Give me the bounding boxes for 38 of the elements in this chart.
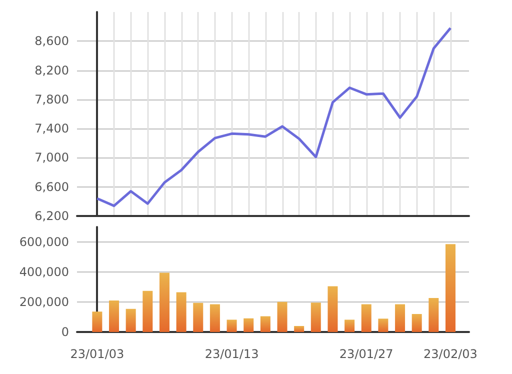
- bar: [378, 318, 388, 332]
- bar: [142, 290, 153, 332]
- x-tick-label: 23/02/03: [424, 347, 478, 361]
- bar: [445, 244, 456, 332]
- bar: [92, 312, 102, 332]
- bar: [277, 302, 288, 332]
- x-tick-label: 23/01/13: [204, 347, 259, 361]
- bar: [244, 318, 254, 332]
- y-tick-label: 6,200: [34, 209, 69, 223]
- x-tick-label: 23/01/03: [70, 347, 124, 361]
- bar: [395, 304, 406, 332]
- bar: [193, 302, 204, 332]
- y-tick-label: 7,400: [34, 122, 69, 136]
- y-tick-label: 6,600: [34, 180, 69, 194]
- bar: [109, 300, 120, 332]
- y-tick-label: 7,800: [34, 92, 69, 106]
- y-tick-label: 8,600: [34, 34, 69, 48]
- bar: [260, 316, 270, 332]
- bar: [344, 320, 355, 332]
- y-tick-label: 8,200: [34, 63, 69, 78]
- bar: [210, 304, 220, 332]
- y-tick-label: 600,000: [19, 235, 69, 249]
- bar: [126, 308, 136, 332]
- y-tick-label: 400,000: [19, 265, 69, 279]
- bar: [412, 314, 422, 332]
- x-tick-label: 23/01/27: [339, 347, 394, 361]
- bar: [176, 292, 186, 332]
- y-tick-label: 7,000: [34, 150, 69, 165]
- line-series: [96, 26, 452, 208]
- y-tick-label: 200,000: [19, 295, 69, 309]
- y-tick-label: 0: [61, 325, 69, 339]
- bar: [294, 326, 304, 332]
- bar: [361, 304, 372, 332]
- bar: [428, 298, 439, 332]
- bar: [328, 286, 338, 332]
- bar: [226, 320, 237, 332]
- bar: [159, 272, 170, 332]
- bar: [310, 302, 321, 332]
